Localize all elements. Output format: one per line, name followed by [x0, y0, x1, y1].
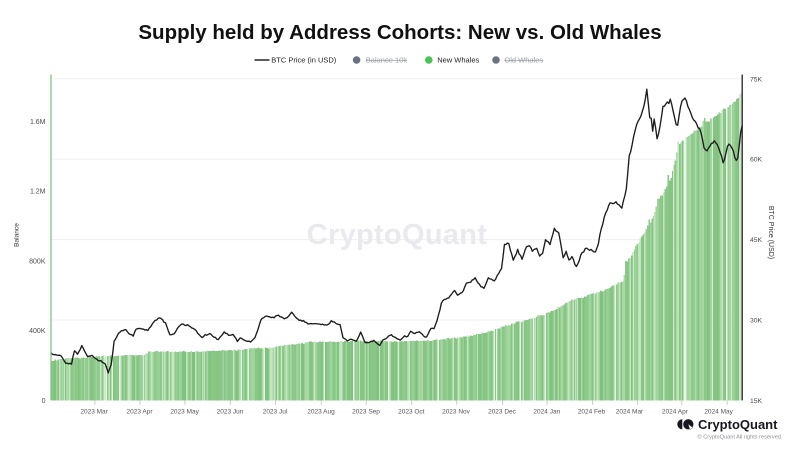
svg-text:2024 Jan: 2024 Jan — [533, 408, 560, 415]
svg-text:2023 May: 2023 May — [170, 408, 199, 415]
svg-text:30K: 30K — [750, 318, 763, 325]
svg-text:Supply held by Address Cohorts: Supply held by Address Cohorts: New vs. … — [138, 21, 661, 44]
svg-text:45K: 45K — [750, 237, 763, 244]
svg-text:2023 Dec: 2023 Dec — [488, 408, 517, 415]
svg-text:2023 Oct: 2023 Oct — [398, 408, 425, 415]
svg-text:0: 0 — [42, 398, 46, 405]
svg-text:BTC Price (USD): BTC Price (USD) — [767, 206, 774, 259]
svg-text:2023 Mar: 2023 Mar — [80, 408, 108, 415]
svg-text:© CryptoQuant All rights reser: © CryptoQuant All rights reserved. — [698, 434, 783, 441]
svg-text:2023 Nov: 2023 Nov — [442, 408, 471, 415]
svg-text:CryptoQuant: CryptoQuant — [307, 219, 488, 251]
svg-text:BTC Price (in USD): BTC Price (in USD) — [271, 56, 337, 65]
svg-text:2024 Mar: 2024 Mar — [616, 408, 644, 415]
svg-text:75K: 75K — [750, 76, 763, 83]
svg-text:2023 Aug: 2023 Aug — [307, 408, 335, 415]
svg-text:60K: 60K — [750, 157, 763, 164]
svg-text:2023 Jun: 2023 Jun — [217, 408, 244, 415]
svg-text:2023 Sep: 2023 Sep — [352, 408, 380, 415]
svg-text:Old Whales: Old Whales — [504, 56, 543, 65]
svg-text:CryptoQuant: CryptoQuant — [698, 417, 778, 432]
svg-text:2024 Feb: 2024 Feb — [578, 408, 606, 415]
svg-text:2023 Jul: 2023 Jul — [263, 408, 288, 415]
svg-text:Balance 10k: Balance 10k — [366, 56, 408, 65]
svg-text:800K: 800K — [29, 258, 46, 265]
svg-text:400K: 400K — [29, 328, 46, 335]
svg-text:2023 Apr: 2023 Apr — [126, 408, 153, 415]
svg-text:New Whales: New Whales — [437, 56, 479, 65]
svg-text:1.2M: 1.2M — [30, 189, 46, 196]
svg-text:2024 Apr: 2024 Apr — [662, 408, 689, 415]
svg-text:15K: 15K — [750, 398, 763, 405]
svg-text:2024 May: 2024 May — [704, 408, 733, 415]
svg-text:1.6M: 1.6M — [30, 119, 46, 126]
svg-text:Balance: Balance — [14, 223, 21, 247]
